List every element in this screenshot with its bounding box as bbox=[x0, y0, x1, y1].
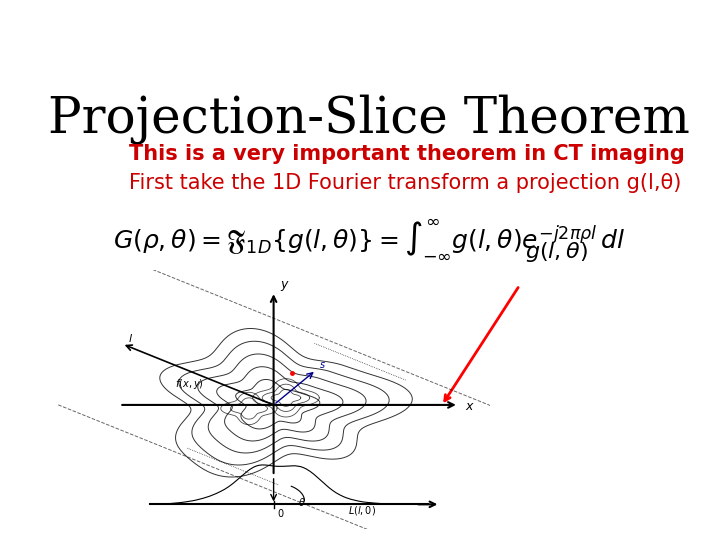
Text: $L(l,0)$: $L(l,0)$ bbox=[348, 504, 376, 517]
Text: $x$: $x$ bbox=[465, 400, 474, 413]
Text: $G(\rho,\theta) = \mathfrak{F}_{1D}\{g(l,\theta)\} = \int_{-\infty}^{\infty} g(l: $G(\rho,\theta) = \mathfrak{F}_{1D}\{g(l… bbox=[113, 218, 625, 261]
Text: $y$: $y$ bbox=[280, 279, 289, 293]
Text: $0$: $0$ bbox=[276, 507, 284, 519]
Text: First take the 1D Fourier transform a projection g(l,θ): First take the 1D Fourier transform a pr… bbox=[129, 173, 681, 193]
Text: $\theta$: $\theta$ bbox=[298, 496, 306, 508]
Text: Projection-Slice Theorem: Projection-Slice Theorem bbox=[48, 94, 690, 144]
Text: $f(x,y)$: $f(x,y)$ bbox=[175, 377, 204, 391]
Text: This is a very important theorem in CT imaging: This is a very important theorem in CT i… bbox=[129, 144, 685, 164]
Text: $s$: $s$ bbox=[319, 360, 326, 370]
Text: $g(l,\theta)$: $g(l,\theta)$ bbox=[526, 240, 588, 264]
Text: $l$: $l$ bbox=[128, 332, 133, 344]
